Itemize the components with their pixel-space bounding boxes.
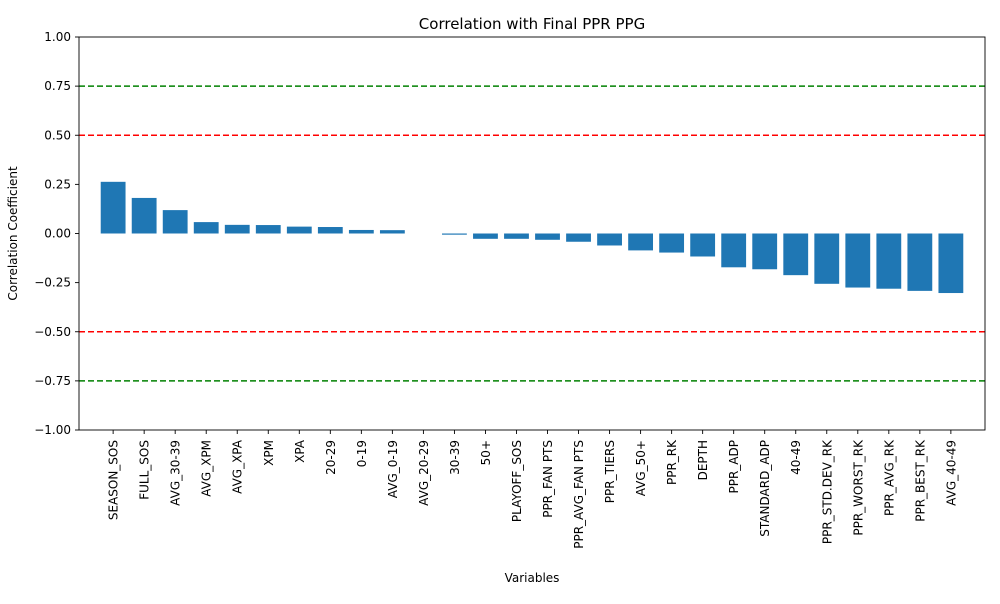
bar-full-sos xyxy=(131,197,157,234)
bar-ppr-tiers xyxy=(597,233,622,246)
y-tick-label: 0.75 xyxy=(44,79,71,93)
x-tick-label: XPA xyxy=(293,439,307,463)
x-tick-label: AVG_30-39 xyxy=(169,440,183,506)
bar-standard-adp xyxy=(752,233,778,270)
y-tick-label: 1.00 xyxy=(44,30,71,44)
y-axis-label: Correlation Coefficient xyxy=(6,166,20,301)
x-tick-label: AVG_XPA xyxy=(231,439,245,494)
x-tick-label: PPR_RK xyxy=(665,439,679,485)
bar-ppr-std-dev-rk xyxy=(814,233,840,284)
y-tick-label: 0.25 xyxy=(44,177,71,191)
x-tick-label: FULL_SOS xyxy=(138,440,152,500)
x-tick-label: 40-49 xyxy=(789,440,803,475)
bar-avg-xpa xyxy=(224,224,250,234)
x-tick-label: SEASON_SOS xyxy=(107,440,121,520)
bar-depth xyxy=(690,233,716,257)
bar-30-39 xyxy=(442,233,467,235)
y-tick-label: −0.25 xyxy=(34,276,71,290)
x-tick-label: PLAYOFF_SOS xyxy=(510,440,524,522)
x-axis: SEASON_SOS FULL_SOS AVG_30-39 AVG_XPM AVG_XP… xyxy=(107,430,958,549)
x-tick-label: AVG_0-19 xyxy=(386,440,400,498)
reference-lines xyxy=(79,85,985,382)
x-tick-label: PPR_AVG_RK xyxy=(882,439,896,516)
bar-50- xyxy=(473,233,498,239)
x-tick-label: 0-19 xyxy=(355,440,369,467)
y-tick-label: −1.00 xyxy=(34,423,71,437)
bar-avg-30-39 xyxy=(162,210,188,234)
bars xyxy=(100,181,964,294)
x-tick-label: PPR_ADP xyxy=(727,440,741,494)
bar-season-sos xyxy=(100,181,126,234)
x-axis-label: Variables xyxy=(505,571,560,585)
x-tick-label: PPR_AVG_FAN PTS xyxy=(572,440,586,549)
bar-playoff-sos xyxy=(504,233,529,239)
x-tick-label: STANDARD_ADP xyxy=(758,440,772,537)
bar-40-49 xyxy=(783,233,809,276)
x-tick-label: XPM xyxy=(262,440,276,466)
bar-ppr-rk xyxy=(659,233,685,253)
bar-ppr-avg-rk xyxy=(876,233,902,289)
y-tick-label: 0.00 xyxy=(44,227,71,241)
bar-avg-40-49 xyxy=(938,233,964,294)
bar-ppr-fan-pts xyxy=(535,233,560,240)
bar-20-29 xyxy=(317,227,343,234)
x-tick-label: AVG_50+ xyxy=(634,440,648,496)
bar-0-19 xyxy=(348,229,374,234)
bar-avg-0-19 xyxy=(379,230,405,234)
x-tick-label: DEPTH xyxy=(696,440,710,480)
x-tick-label: PPR_WORST_RK xyxy=(851,439,865,536)
y-axis: −1.00 −0.75 −0.50 −0.25 0.00 0.25 0.50 0.75 1.00 xyxy=(34,30,79,437)
x-tick-label: AVG_40-49 xyxy=(944,440,958,506)
x-tick-label: AVG_XPM xyxy=(200,440,214,497)
bar-ppr-adp xyxy=(721,233,747,268)
y-tick-label: −0.75 xyxy=(34,374,71,388)
x-tick-label: 30-39 xyxy=(448,440,462,475)
bar-xpa xyxy=(286,226,312,234)
y-tick-label: 0.50 xyxy=(44,128,71,142)
x-tick-label: PPR_TIERS xyxy=(603,440,617,503)
chart-title: Correlation with Final PPR PPG xyxy=(419,15,645,33)
x-tick-label: PPR_STD.DEV_RK xyxy=(820,439,834,544)
x-tick-label: PPR_FAN PTS xyxy=(541,440,555,518)
bar-avg-50- xyxy=(628,233,654,251)
x-tick-label: 50+ xyxy=(479,440,493,465)
x-tick-label: PPR_BEST_RK xyxy=(913,439,927,522)
bar-ppr-best-rk xyxy=(907,233,933,291)
x-tick-label: 20-29 xyxy=(324,440,338,475)
bar-ppr-worst-rk xyxy=(845,233,871,288)
y-tick-label: −0.50 xyxy=(34,325,71,339)
bar-avg-xpm xyxy=(193,222,219,234)
x-tick-label: AVG_20-29 xyxy=(417,440,431,506)
bar-ppr-avg-fan-pts xyxy=(566,233,591,242)
bar-xpm xyxy=(255,225,281,234)
